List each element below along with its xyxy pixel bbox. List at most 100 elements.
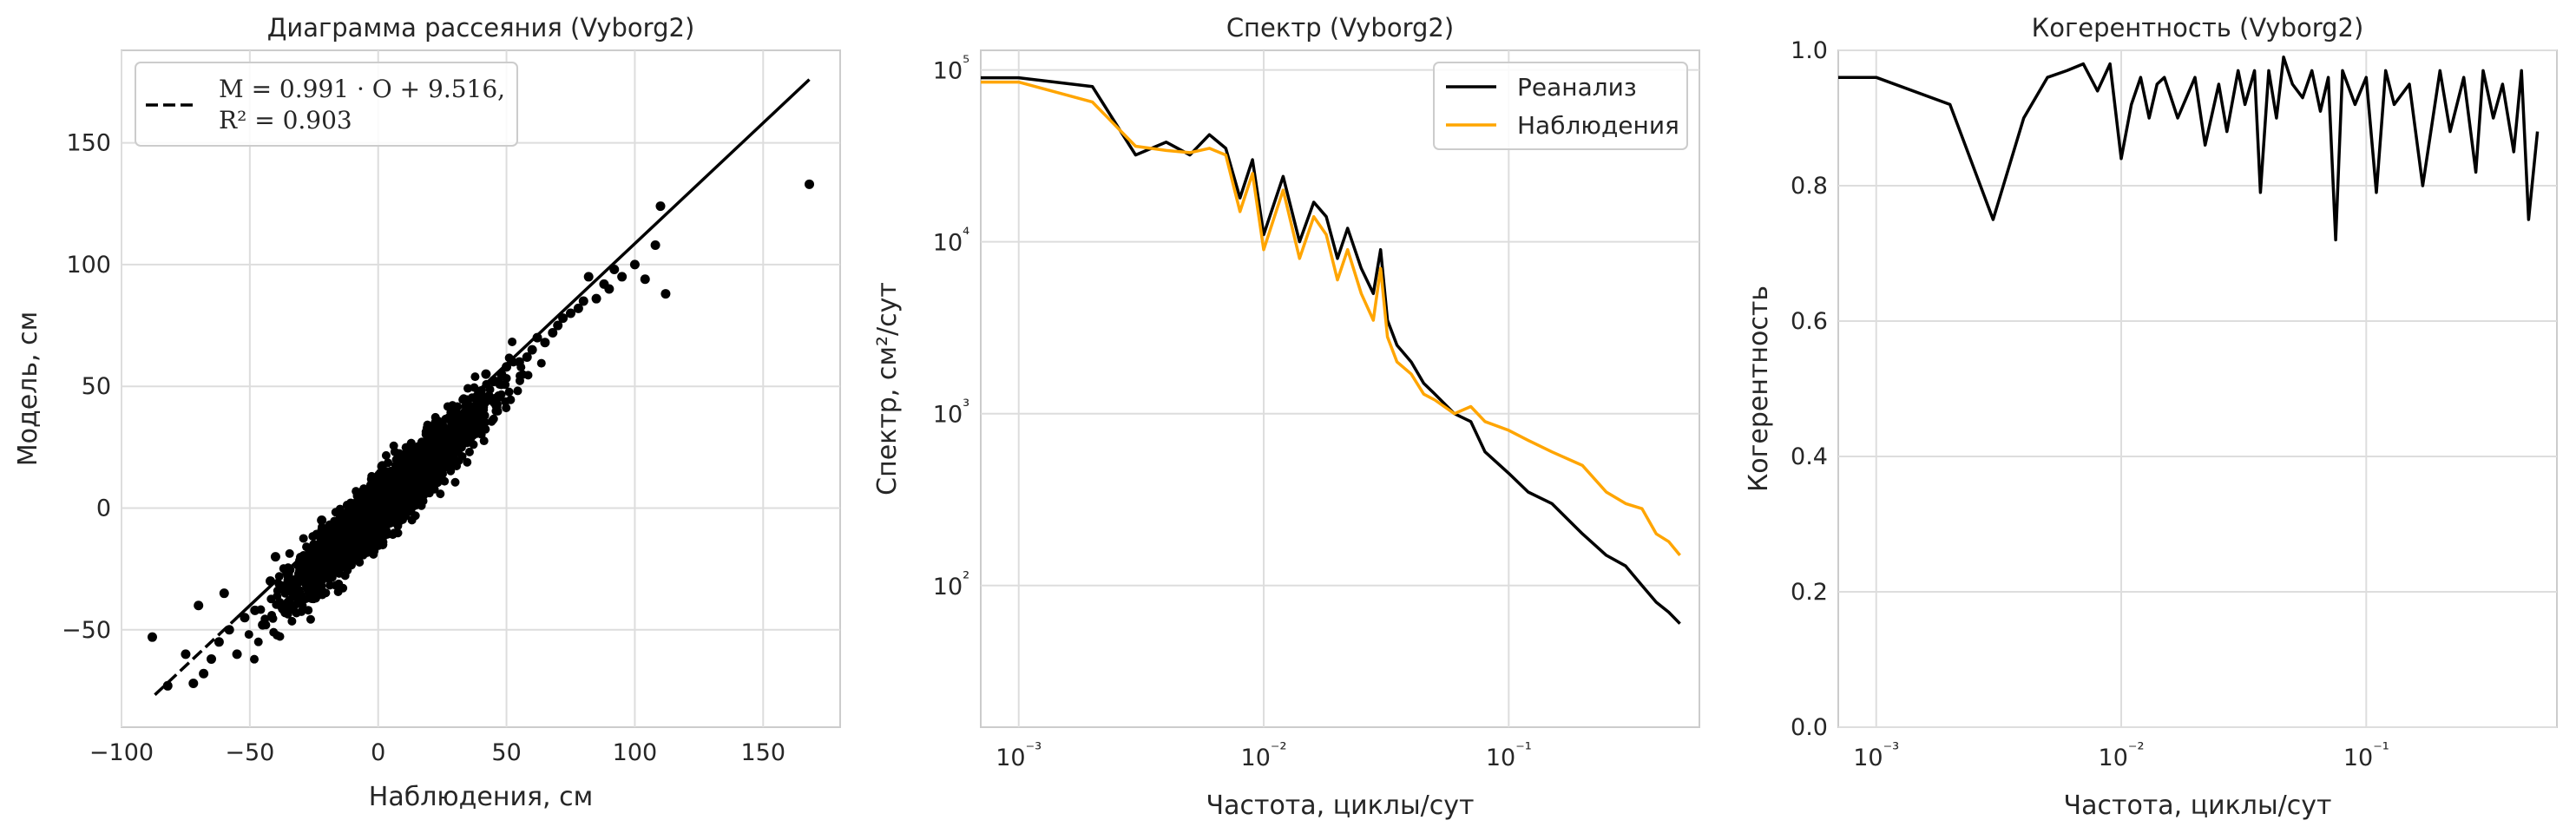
scatter-point xyxy=(419,454,429,463)
spectrum-y-tick-label: 10⁴ xyxy=(933,224,969,257)
scatter-point xyxy=(604,284,614,294)
scatter-point xyxy=(214,637,224,647)
scatter-point xyxy=(558,313,568,324)
coherence-title: Когерентность (Vyborg2) xyxy=(2032,13,2364,43)
scatter-point xyxy=(296,571,306,581)
scatter-point xyxy=(655,201,666,212)
scatter-point xyxy=(406,507,416,516)
coherence-y-tick-label: 0.2 xyxy=(1791,579,1828,606)
scatter-point xyxy=(481,369,491,379)
scatter-point xyxy=(194,600,204,611)
coherence-y-tick-label: 0.4 xyxy=(1791,443,1828,470)
scatter-fit-line-solid xyxy=(235,78,811,619)
scatter-point xyxy=(660,289,671,299)
scatter-point xyxy=(272,600,281,609)
scatter-point xyxy=(411,501,421,510)
scatter-point xyxy=(494,391,503,401)
scatter-point xyxy=(285,548,294,558)
scatter-point xyxy=(282,600,292,610)
spectrum-title: Спектр (Vyborg2) xyxy=(1226,13,1454,43)
scatter-point xyxy=(232,649,242,660)
scatter-point xyxy=(522,352,532,363)
scatter-point xyxy=(384,458,393,468)
coherence-tick-labels: 10⁻³ 10⁻² 10⁻¹ 0.0 0.2 0.4 0.6 0.8 1.0 xyxy=(1791,37,2389,771)
scatter-point xyxy=(319,547,329,556)
scatter-point xyxy=(532,332,542,343)
scatter-points xyxy=(147,179,815,691)
scatter-point xyxy=(629,259,640,270)
scatter-point xyxy=(617,272,628,282)
scatter-point xyxy=(540,338,550,348)
scatter-point xyxy=(316,575,325,585)
scatter-point xyxy=(433,478,443,488)
scatter-point xyxy=(267,610,277,620)
spectrum-panel: 10⁻³ 10⁻² 10⁻¹ 10² 10³ 10⁴ 10⁵ Спектр (Vyborg2… xyxy=(872,13,1700,821)
coherence-grid xyxy=(1838,49,2557,728)
scatter-point xyxy=(515,376,524,385)
scatter-x-tick-label: 150 xyxy=(741,739,786,766)
spectrum-y-tick-label: 10⁵ xyxy=(933,52,969,85)
scatter-point xyxy=(275,581,286,591)
scatter-point xyxy=(244,630,253,640)
scatter-point xyxy=(482,394,491,404)
scatter-point xyxy=(331,581,340,590)
scatter-point xyxy=(470,401,481,411)
scatter-point xyxy=(464,447,474,456)
spectrum-y-axis-label: Спектр, см²/сут xyxy=(872,282,903,495)
scatter-point xyxy=(306,614,315,624)
spectrum-y-tick-label: 10³ xyxy=(933,396,969,429)
coherence-y-tick-label: 0.0 xyxy=(1791,714,1828,741)
scatter-point xyxy=(473,414,483,423)
scatter-point xyxy=(426,483,436,493)
scatter-point xyxy=(591,293,601,304)
scatter-point xyxy=(253,637,263,646)
scatter-point xyxy=(415,469,424,478)
scatter-point xyxy=(378,541,387,550)
scatter-point xyxy=(319,560,328,569)
scatter-point xyxy=(409,492,418,502)
scatter-point xyxy=(294,590,304,600)
coherence-line xyxy=(1838,56,2540,242)
scatter-point xyxy=(188,678,199,688)
scatter-point xyxy=(335,563,345,573)
spectrum-x-tick-label: 10⁻² xyxy=(1241,738,1287,771)
scatter-x-tick-label: −50 xyxy=(225,739,274,766)
scatter-point xyxy=(270,552,280,562)
scatter-x-tick-label: −100 xyxy=(89,739,154,766)
scatter-point xyxy=(463,457,472,467)
coherence-x-tick-label: 10⁻³ xyxy=(1853,738,1899,771)
scatter-point xyxy=(378,500,387,509)
scatter-point xyxy=(341,541,351,550)
scatter-point xyxy=(553,320,563,331)
scatter-title: Диаграмма рассеяния (Vyborg2) xyxy=(267,13,695,43)
scatter-point xyxy=(578,296,588,306)
coherence-x-tick-label: 10⁻¹ xyxy=(2343,738,2389,771)
scatter-point xyxy=(413,482,423,491)
scatter-point xyxy=(479,436,489,446)
scatter-point xyxy=(440,476,450,486)
scatter-point xyxy=(275,632,285,641)
scatter-point xyxy=(258,620,268,630)
scatter-point xyxy=(357,540,366,549)
scatter-point xyxy=(381,450,391,460)
scatter-point xyxy=(329,541,338,551)
spectrum-plot-area xyxy=(980,49,1700,728)
spectrum-line-reanalysis xyxy=(981,75,1681,625)
scatter-point xyxy=(348,537,358,547)
scatter-point xyxy=(452,461,462,470)
spectrum-tick-labels: 10⁻³ 10⁻² 10⁻¹ 10² 10³ 10⁴ 10⁵ xyxy=(933,52,1532,771)
scatter-point xyxy=(281,587,291,597)
coherence-x-tick-label: 10⁻² xyxy=(2099,738,2145,771)
spectrum-grid xyxy=(981,50,1699,727)
scatter-point xyxy=(442,452,451,462)
scatter-point xyxy=(273,592,282,601)
spectrum-legend-box xyxy=(1433,62,1688,150)
scatter-point xyxy=(381,509,391,519)
scatter-point xyxy=(470,372,480,382)
scatter-point xyxy=(240,613,250,623)
scatter-point xyxy=(398,488,408,497)
scatter-y-tick-label: 0 xyxy=(96,495,111,522)
scatter-legend: M = 0.991 · O + 9.516, R² = 0.903 xyxy=(135,62,518,147)
scatter-point xyxy=(805,179,815,189)
